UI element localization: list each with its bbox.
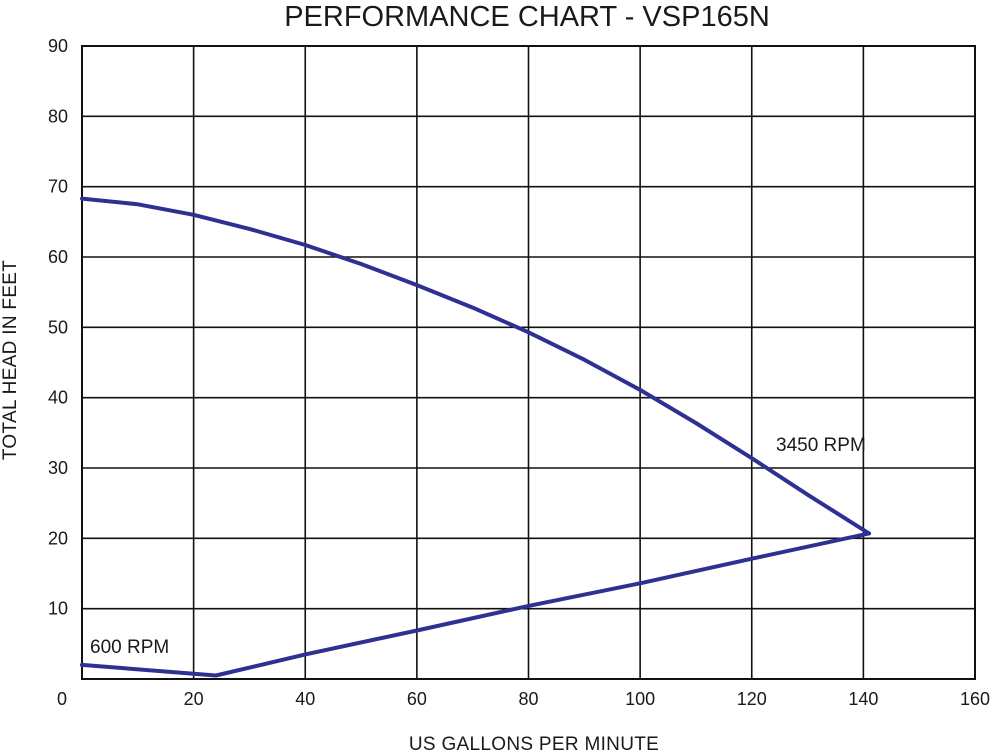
grid-lines <box>82 46 975 679</box>
series-line-3450-rpm <box>80 196 871 536</box>
y-tick-label-50: 50 <box>48 317 68 337</box>
annotation-3450-rpm: 3450 RPM <box>776 435 866 456</box>
y-tick-label-10: 10 <box>48 599 68 619</box>
chart-title: PERFORMANCE CHART - VSP165N <box>284 1 770 33</box>
x-tick-label-60: 60 <box>407 689 427 709</box>
x-tick-label-0: 0 <box>57 689 67 709</box>
y-tick-label-70: 70 <box>48 177 68 197</box>
y-tick-label-60: 60 <box>48 247 68 267</box>
y-axis-label: TOTAL HEAD IN FEET <box>0 260 21 460</box>
y-tick-label-40: 40 <box>48 388 68 408</box>
x-tick-label-80: 80 <box>518 689 538 709</box>
x-tick-label-160: 160 <box>960 689 990 709</box>
x-tick-label-100: 100 <box>625 689 655 709</box>
plot-frame <box>81 45 976 680</box>
annotation-600-rpm: 600 RPM <box>90 637 169 658</box>
x-tick-label-40: 40 <box>295 689 315 709</box>
x-tick-label-140: 140 <box>848 689 878 709</box>
y-tick-label-90: 90 <box>48 36 68 56</box>
y-tick-labels: 10 20 30 40 50 60 70 80 90 <box>48 36 68 619</box>
y-tick-label-30: 30 <box>48 458 68 478</box>
x-tick-label-120: 120 <box>737 689 767 709</box>
x-axis-label: US GALLONS PER MINUTE <box>409 734 659 753</box>
series-line-600-rpm <box>80 531 871 678</box>
y-tick-label-20: 20 <box>48 528 68 548</box>
x-tick-labels: 0 20 40 60 80 100 120 140 160 <box>57 689 990 709</box>
series-lines <box>80 196 871 678</box>
y-tick-label-80: 80 <box>48 106 68 126</box>
x-tick-label-20: 20 <box>184 689 204 709</box>
